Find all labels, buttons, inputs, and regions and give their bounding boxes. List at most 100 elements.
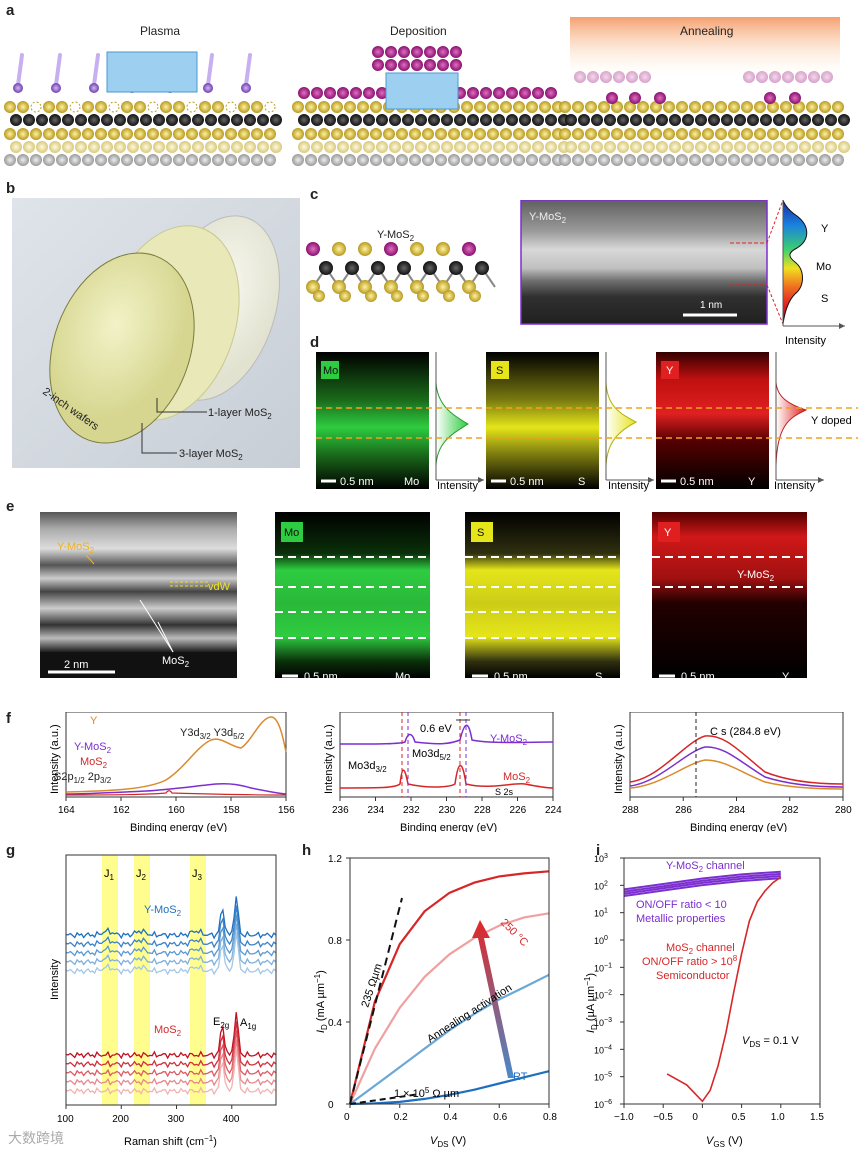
i-mos2ch: MoS2 channel [666,942,735,956]
d-s-tag: S [496,365,503,377]
y-mos2-transfer-3 [623,877,781,897]
g-e2g-label: E2g [213,1016,229,1030]
atom-substrate [448,154,460,166]
x-tick-label: −1.0 [614,1112,634,1123]
atom-s-top [487,101,499,113]
h-ylabel: ID (mA µm−1) [313,970,329,1033]
atom-vacancy [69,101,81,113]
e-y-corner: Y [782,671,790,683]
atom-substrate [56,154,68,166]
g-ylabel: Intensity [49,959,61,1000]
atom-y-top2 [450,46,462,58]
y-tick-label: 10−2 [594,990,612,1001]
atom-mo [36,114,48,126]
atom-s-bottom [819,128,831,140]
atom-s-top [624,101,636,113]
d-scale-s: 0.5 nm [510,476,544,488]
atom-mo [257,114,269,126]
atom-y-doped [629,92,641,104]
atom-y [350,87,362,99]
panel-e: Y-MoS2 vdW MoS2 2 nm Mo S Y Y-MoS2 0.5 n… [40,512,807,683]
atom-mo [734,114,746,126]
atom-y-top [398,59,410,71]
atom-s-top [780,101,792,113]
y-mos2-transfer-2 [623,875,781,895]
atom-s-bottom [754,128,766,140]
a-annealing-title: Annealing [680,24,733,38]
atom-substrate-s [363,141,375,153]
atom-substrate [689,154,701,166]
atom-substrate-s [270,141,282,153]
atom-s-bottom [43,128,55,140]
atom-y-top2 [372,46,384,58]
x-tick-label: 282 [782,805,799,816]
x-tick-label: 230 [439,805,456,816]
plasma-ion [89,83,99,93]
atom-s [358,280,372,294]
atom-y-doped [789,92,801,104]
y-tick-label: 10−6 [594,1099,612,1110]
atom-substrate [251,154,263,166]
atom-substrate [539,154,551,166]
x-tick-label: 1.5 [810,1112,824,1123]
panel-f: Y Y-MoS2 MoS2 S2p1/2 2p3/2 Y3d3/2 Y3d5/2… [49,712,852,832]
atom-mo [423,261,437,275]
atom-mo [747,114,759,126]
atom-s-bottom [624,128,636,140]
atom-s-top [513,101,525,113]
atom-substrate-s [708,141,720,153]
atom-s-bottom [806,128,818,140]
atom-substrate-s [311,141,323,153]
atom-y [324,87,336,99]
atom-mo [786,114,798,126]
atom-s-bottom [487,128,499,140]
atom-substrate [487,154,499,166]
atom-substrate-s [682,141,694,153]
atom-substrate-s [298,141,310,153]
e-mo-corner: Mo [395,671,410,683]
c-y-label: Y [821,223,829,235]
atom-substrate [69,154,81,166]
atom-substrate-s [578,141,590,153]
atom-substrate [409,154,421,166]
atom-s-bottom [474,128,486,140]
atom-s-top [173,101,185,113]
plasma-trail [206,53,214,87]
atom-s-bottom [513,128,525,140]
atom-substrate [715,154,727,166]
mos2-spectrum [65,1012,277,1060]
atom-s-bottom [500,128,512,140]
atom-mo [493,114,505,126]
atom-substrate [344,154,356,166]
atom-substrate-s [153,141,165,153]
atom-s-bottom [728,128,740,140]
atom-substrate-s [617,141,629,153]
atom-mo [760,114,772,126]
atom-s-bottom [331,128,343,140]
atom-y-top2 [437,46,449,58]
atom-s-bottom [702,128,714,140]
e-scale-mo: 0.5 nm [304,671,338,683]
y-tick-label: 103 [594,853,608,864]
y-tick-label: 10−1 [594,962,612,973]
atom-substrate-s [49,141,61,153]
atom-s-bottom [251,128,263,140]
atom-substrate-s [36,141,48,153]
g-mos2-label: MoS2 [154,1024,182,1038]
d-y-corner: Y [748,476,756,488]
atom-top [358,242,372,256]
atom-substrate [598,154,610,166]
y-mos2-spectrum [65,932,277,976]
f1-legend-y: Y [90,715,98,727]
panel-d: Mo S Y 0.5 nm 0.5 nm 0.5 nm Mo S Y Inten… [316,352,858,492]
atom-s-bottom [17,128,29,140]
atom-substrate [572,154,584,166]
atom-s-bottom [95,128,107,140]
d-intensity-1: Intensity [437,480,478,492]
e-y-tag: Y [664,527,672,539]
atom-s-bottom [526,128,538,140]
atom-substrate-s [324,141,336,153]
e-vdw-label: vdW [208,581,231,593]
c-title: Y-MoS2 [377,229,415,243]
atom-y-top [385,59,397,71]
